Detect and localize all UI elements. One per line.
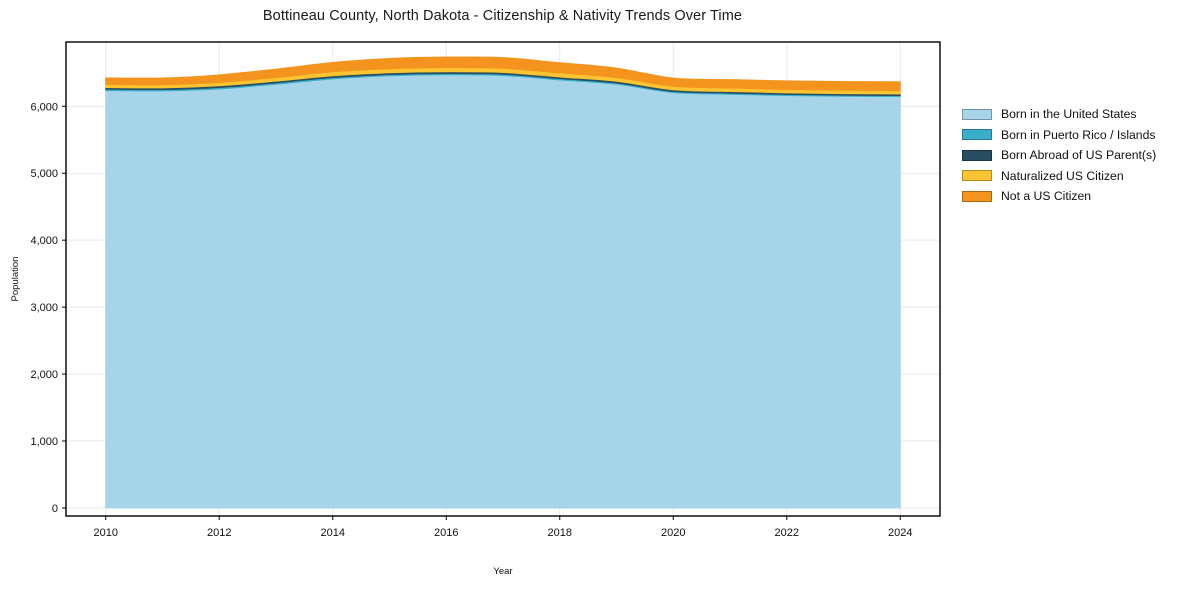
legend-item[interactable]: Born Abroad of US Parent(s)	[962, 145, 1187, 166]
plot-frame	[65, 41, 941, 517]
tick-label-y: 3,000	[30, 302, 58, 314]
legend-swatch-icon	[962, 190, 992, 202]
legend-swatch-icon	[962, 149, 992, 161]
legend-item[interactable]: Naturalized US Citizen	[962, 166, 1187, 187]
tick-label-y: 1,000	[30, 436, 58, 448]
chart-legend: Born in the United States Born in Puerto …	[962, 104, 1187, 207]
legend-item-label: Not a US Citizen	[1001, 189, 1092, 204]
tick-label-x: 2014	[320, 527, 344, 539]
legend-item[interactable]: Born in Puerto Rico / Islands	[962, 125, 1187, 146]
x-axis-label: Year	[493, 566, 512, 577]
y-axis-label: Population	[10, 257, 21, 302]
chart-title: Bottineau County, North Dakota - Citizen…	[262, 8, 743, 24]
tick-label-y: 5,000	[30, 168, 58, 180]
tick-label-x: 2024	[888, 527, 912, 539]
tick-label-x: 2016	[434, 527, 458, 539]
legend-item-label: Born in the United States	[1001, 107, 1137, 122]
legend-item-label: Naturalized US Citizen	[1001, 168, 1124, 183]
area-series	[105, 56, 901, 92]
legend-item[interactable]: Not a US Citizen	[962, 186, 1187, 207]
tick-label-y: 6,000	[30, 101, 58, 113]
tick-label-x: 2018	[548, 527, 572, 539]
legend-swatch-icon	[962, 108, 992, 120]
tick-label-x: 2020	[661, 527, 685, 539]
tick-label-x: 2010	[93, 527, 117, 539]
tick-label-y: 0	[52, 503, 58, 515]
legend-swatch-icon	[962, 170, 992, 182]
legend-item-label: Born in Puerto Rico / Islands	[1001, 127, 1156, 142]
tick-label-x: 2022	[775, 527, 799, 539]
area-series	[105, 74, 901, 509]
tick-label-x: 2012	[207, 527, 231, 539]
legend-item-label: Born Abroad of US Parent(s)	[1001, 148, 1157, 163]
tick-label-y: 2,000	[30, 369, 58, 381]
legend-swatch-icon	[962, 129, 992, 141]
tick-label-y: 4,000	[30, 235, 58, 247]
legend-item[interactable]: Born in the United States	[962, 104, 1187, 125]
